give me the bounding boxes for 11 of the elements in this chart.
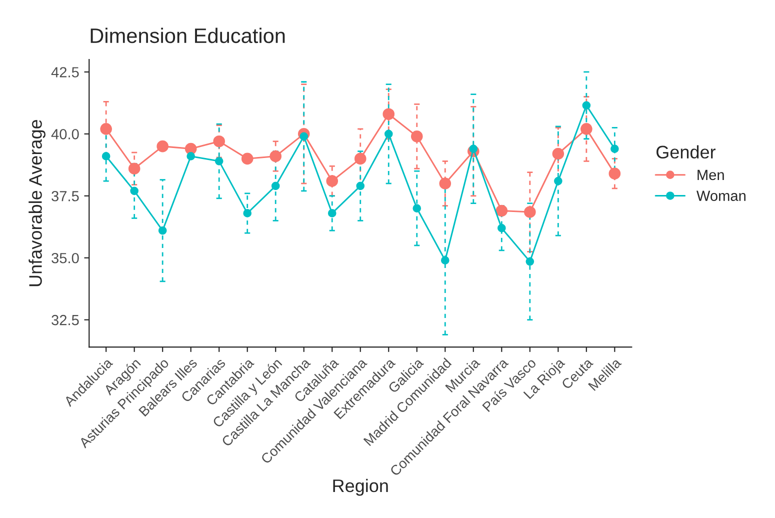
legend-label: Woman xyxy=(696,190,746,201)
chart-title: Dimension Education xyxy=(90,28,285,44)
legend-title: Gender xyxy=(656,145,716,159)
y-tick-label: 37.5 xyxy=(52,190,79,202)
legend-label: Men xyxy=(698,170,724,180)
x-axis-title: Region xyxy=(333,478,388,496)
y-axis-title: Unfavorable Average xyxy=(28,120,46,286)
y-tick-label: 35.0 xyxy=(52,252,79,264)
y-tick-label: 42.5 xyxy=(51,67,79,78)
y-tick-label: 32.5 xyxy=(52,314,79,326)
y-tick-label: 40.0 xyxy=(51,129,79,140)
